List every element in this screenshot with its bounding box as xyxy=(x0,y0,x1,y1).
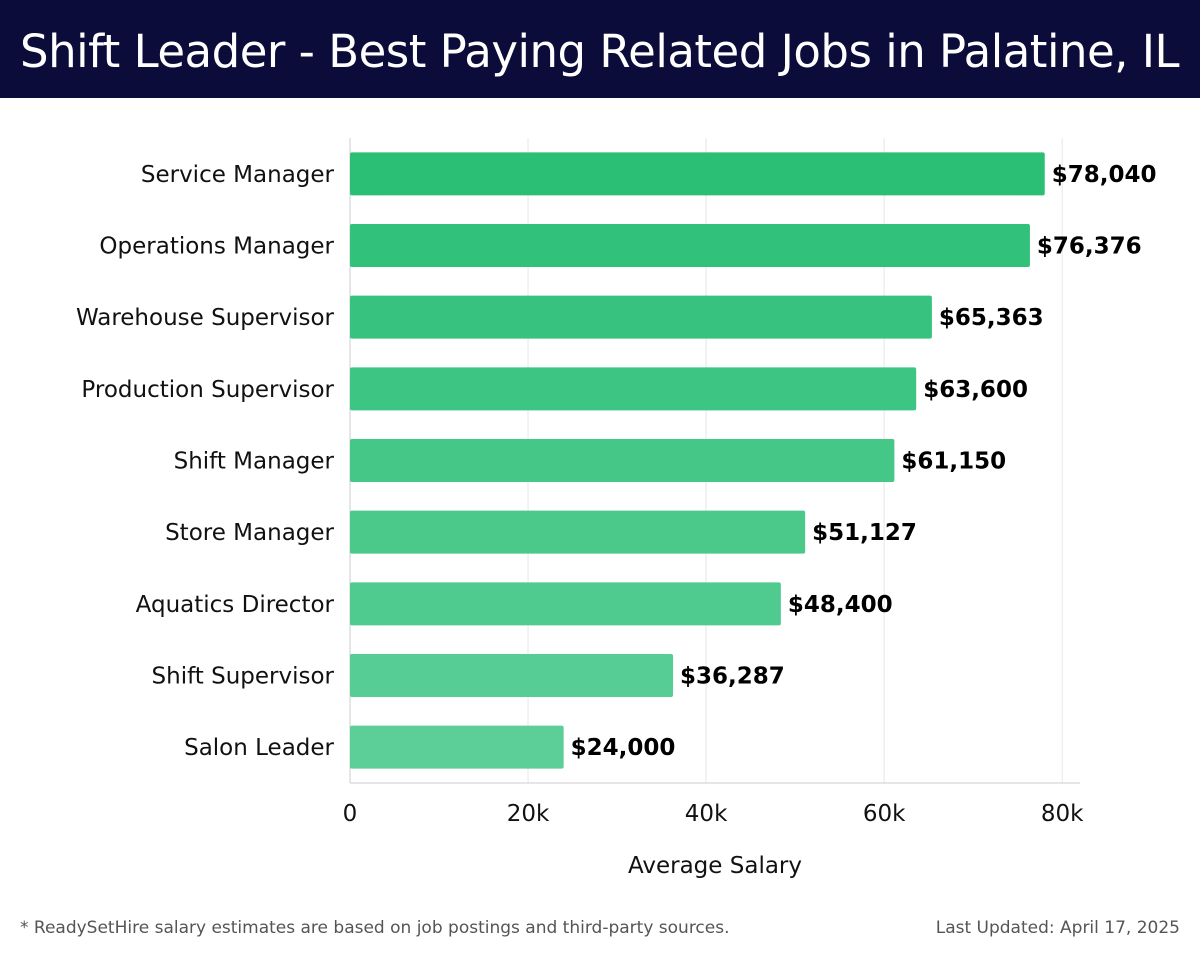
category-label-6: Store Manager xyxy=(165,520,334,546)
value-label-5: $61,150 xyxy=(901,449,1006,475)
bar-5 xyxy=(350,439,895,482)
bar-7 xyxy=(350,582,781,626)
x-axis-title: Average Salary xyxy=(628,853,802,879)
value-label-3: $65,363 xyxy=(939,305,1044,331)
header-banner: Shift Leader - Best Paying Related Jobs … xyxy=(0,0,1200,98)
category-label-2: Operations Manager xyxy=(99,234,334,260)
category-label-4: Production Supervisor xyxy=(81,377,334,403)
bar-8 xyxy=(350,654,674,697)
value-label-2: $76,376 xyxy=(1037,234,1142,260)
bar-2 xyxy=(350,224,1030,267)
category-label-9: Salon Leader xyxy=(184,735,334,761)
x-tick-label-4: 80k xyxy=(1041,801,1084,827)
bar-3 xyxy=(350,295,932,339)
bar-9 xyxy=(350,725,564,769)
category-label-8: Shift Supervisor xyxy=(152,664,335,690)
category-label-5: Shift Manager xyxy=(174,449,335,475)
x-tick-label-1: 20k xyxy=(507,801,550,827)
x-tick-label-0: 0 xyxy=(343,801,358,827)
last-updated: Last Updated: April 17, 2025 xyxy=(935,918,1180,938)
chart-title: Shift Leader - Best Paying Related Jobs … xyxy=(20,25,1180,78)
x-tick-label-2: 40k xyxy=(685,801,728,827)
value-label-6: $51,127 xyxy=(812,520,917,546)
bar-6 xyxy=(350,510,806,554)
category-label-3: Warehouse Supervisor xyxy=(76,305,335,331)
category-label-1: Service Manager xyxy=(141,162,335,188)
value-label-7: $48,400 xyxy=(788,592,893,618)
bar-chart: Service Manager $78,040 Operations Manager… xyxy=(76,138,1157,879)
bar-4 xyxy=(350,367,917,411)
value-label-8: $36,287 xyxy=(680,664,785,690)
value-label-9: $24,000 xyxy=(571,735,676,761)
value-label-1: $78,040 xyxy=(1052,162,1157,188)
value-label-4: $63,600 xyxy=(923,377,1028,403)
category-label-7: Aquatics Director xyxy=(136,592,335,618)
bar-1 xyxy=(350,152,1045,196)
x-tick-label-3: 60k xyxy=(863,801,906,827)
footnote: * ReadySetHire salary estimates are base… xyxy=(20,918,730,938)
